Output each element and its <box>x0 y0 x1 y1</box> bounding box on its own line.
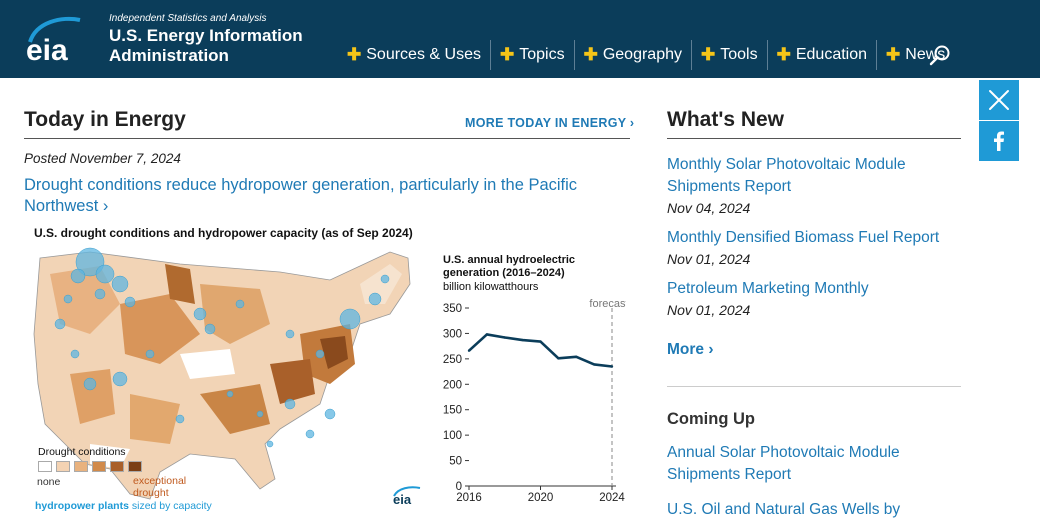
nav-education[interactable]: ✚ Education <box>766 40 876 70</box>
org-name[interactable]: U.S. Energy Information Administration <box>109 26 303 65</box>
whats-new-title: What's New <box>667 108 785 131</box>
legend-hydropower: hydropower plants sized by capacity <box>35 500 212 512</box>
nav-label: Education <box>795 46 868 63</box>
nav-geography[interactable]: ✚ Geography <box>573 40 691 70</box>
legend-swatch-d0 <box>56 461 70 472</box>
svg-text:eia: eia <box>393 492 412 506</box>
figure-title: U.S. drought conditions and hydropower c… <box>34 226 413 240</box>
y-tick-label: 50 <box>449 456 462 468</box>
eia-logo-small: eia <box>393 486 421 506</box>
main-nav: ✚ Sources & Uses ✚ Topics ✚ Geography ✚ Tool… <box>338 40 954 70</box>
facebook-share-button[interactable] <box>979 121 1019 161</box>
nav-label: Topics <box>519 46 565 63</box>
chart-units: billion kilowatthours <box>443 281 539 293</box>
legend-swatch-none <box>38 461 52 472</box>
y-tick-label: 0 <box>456 481 462 493</box>
x-tick-label: 2016 <box>456 492 482 504</box>
whats-new-date: Nov 04, 2024 <box>667 200 751 216</box>
nav-sources-uses[interactable]: ✚ Sources & Uses <box>338 40 490 70</box>
plus-icon: ✚ <box>347 45 362 64</box>
data-point <box>539 340 542 343</box>
more-today-in-energy-link[interactable]: MORE TODAY IN ENERGY › <box>465 116 635 130</box>
search-icon[interactable] <box>929 44 951 66</box>
whats-new-link[interactable]: Petroleum Marketing Monthly <box>667 280 869 297</box>
drought-map[interactable] <box>30 244 430 506</box>
nav-label: Geography <box>602 46 682 63</box>
twitter-share-button[interactable] <box>979 80 1019 120</box>
posted-date: Posted November 7, 2024 <box>24 151 181 166</box>
plus-icon: ✚ <box>499 45 515 64</box>
nav-label: Sources & Uses <box>366 46 481 63</box>
data-point <box>521 338 524 342</box>
whats-new-link[interactable]: Monthly Solar Photovoltaic Module Shipme… <box>667 156 906 195</box>
legend-swatch-d3 <box>110 461 124 472</box>
divider <box>667 386 961 387</box>
divider <box>667 138 961 139</box>
y-tick-label: 200 <box>443 379 462 391</box>
legend-swatch-d2 <box>92 461 106 472</box>
legend-label-exceptional: exceptional drought <box>133 475 187 499</box>
drought-legend <box>38 461 142 472</box>
plus-icon: ✚ <box>886 45 901 64</box>
y-tick-label: 150 <box>443 405 462 417</box>
x-tick-label: 2020 <box>528 492 554 504</box>
legend-label-none: none <box>37 476 61 488</box>
hydro-series-line <box>468 333 613 368</box>
data-point <box>575 355 578 359</box>
coming-up-link[interactable]: Annual Solar Photovoltaic Module Shipmen… <box>667 444 900 483</box>
legend-swatch-d4 <box>128 461 142 472</box>
plus-icon: ✚ <box>776 45 791 64</box>
forecast-label: forecast <box>589 298 626 310</box>
chart-title: U.S. annual hydroelectric generation (20… <box>443 254 576 279</box>
article-headline-link[interactable]: Drought conditions reduce hydropower gen… <box>24 176 578 215</box>
tagline: Independent Statistics and Analysis <box>109 13 267 24</box>
nav-topics[interactable]: ✚ Topics <box>489 40 574 70</box>
hydro-generation-chart[interactable]: 0 50 100 150 200 250 300 350 2016 2020 2024 forecas… <box>436 296 626 510</box>
coming-up-link[interactable]: U.S. Oil and Natural Gas Wells by <box>667 501 901 518</box>
facebook-icon <box>994 131 1004 151</box>
data-point <box>610 365 614 368</box>
legend-hydro-label: hydropower plants <box>35 500 129 512</box>
data-point <box>467 349 471 352</box>
whats-new-date: Nov 01, 2024 <box>667 302 751 318</box>
today-in-energy-title: Today in Energy <box>24 108 186 131</box>
site-header: eia Independent Statistics and Analysis … <box>0 0 1040 78</box>
data-point <box>503 336 506 339</box>
x-twitter-icon <box>989 90 1009 110</box>
y-tick-label: 350 <box>443 303 462 315</box>
plus-icon: ✚ <box>583 45 598 64</box>
whats-new-link[interactable]: Monthly Densified Biomass Fuel Report <box>667 229 940 246</box>
x-tick-label: 2024 <box>599 492 625 504</box>
y-tick-label: 300 <box>443 328 462 340</box>
coming-up-title: Coming Up <box>667 410 755 428</box>
divider <box>24 138 630 139</box>
data-point <box>557 357 560 360</box>
y-tick-label: 250 <box>443 354 462 366</box>
nav-tools[interactable]: ✚ Tools <box>691 40 767 70</box>
eia-logo[interactable]: eia <box>24 12 84 64</box>
legend-hydro-note: sized by capacity <box>128 500 212 512</box>
nav-label: Tools <box>720 46 758 63</box>
whats-new-date: Nov 01, 2024 <box>667 251 751 267</box>
y-tick-label: 100 <box>443 430 462 442</box>
plus-icon: ✚ <box>701 45 716 64</box>
data-point <box>592 363 596 366</box>
svg-text:eia: eia <box>26 34 68 64</box>
whats-new-more-link[interactable]: More › <box>667 341 714 358</box>
legend-swatch-d1 <box>74 461 88 472</box>
legend-title: Drought conditions <box>38 446 126 458</box>
data-point <box>485 333 489 336</box>
